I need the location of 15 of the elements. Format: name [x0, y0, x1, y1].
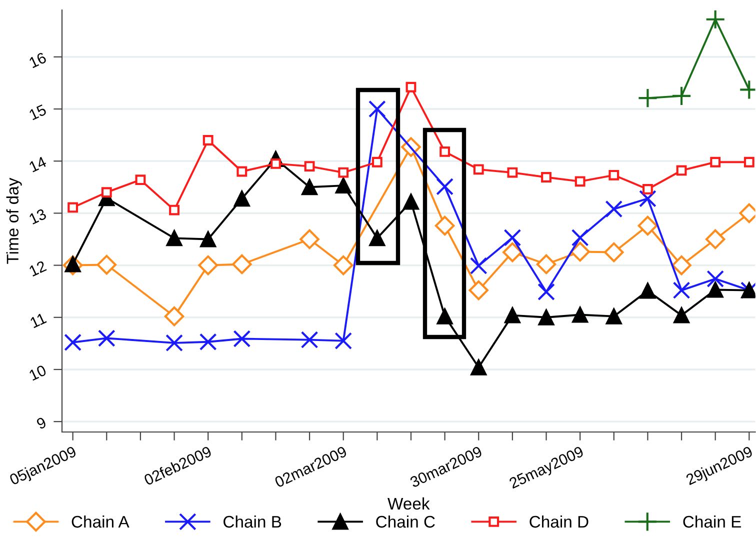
y-tick-label: 14: [28, 156, 48, 172]
legend-label: Chain E: [683, 515, 741, 528]
legend-label: Chain D: [530, 515, 588, 528]
y-tick-label: 16: [28, 52, 47, 68]
legend-label: Chain A: [72, 515, 130, 528]
y-axis-title: Time of day: [6, 178, 22, 264]
y-tick-label: 11: [30, 312, 47, 328]
legend-label: Chain C: [376, 515, 435, 528]
legend-label: Chain B: [224, 515, 282, 528]
y-tick-label: 10: [28, 364, 47, 381]
x-axis-title: Week: [388, 497, 430, 510]
y-tick-label: 9: [36, 416, 47, 430]
y-tick-label: 13: [28, 208, 47, 225]
y-tick-label: 12: [28, 260, 47, 276]
y-tick-label: 15: [28, 104, 47, 120]
